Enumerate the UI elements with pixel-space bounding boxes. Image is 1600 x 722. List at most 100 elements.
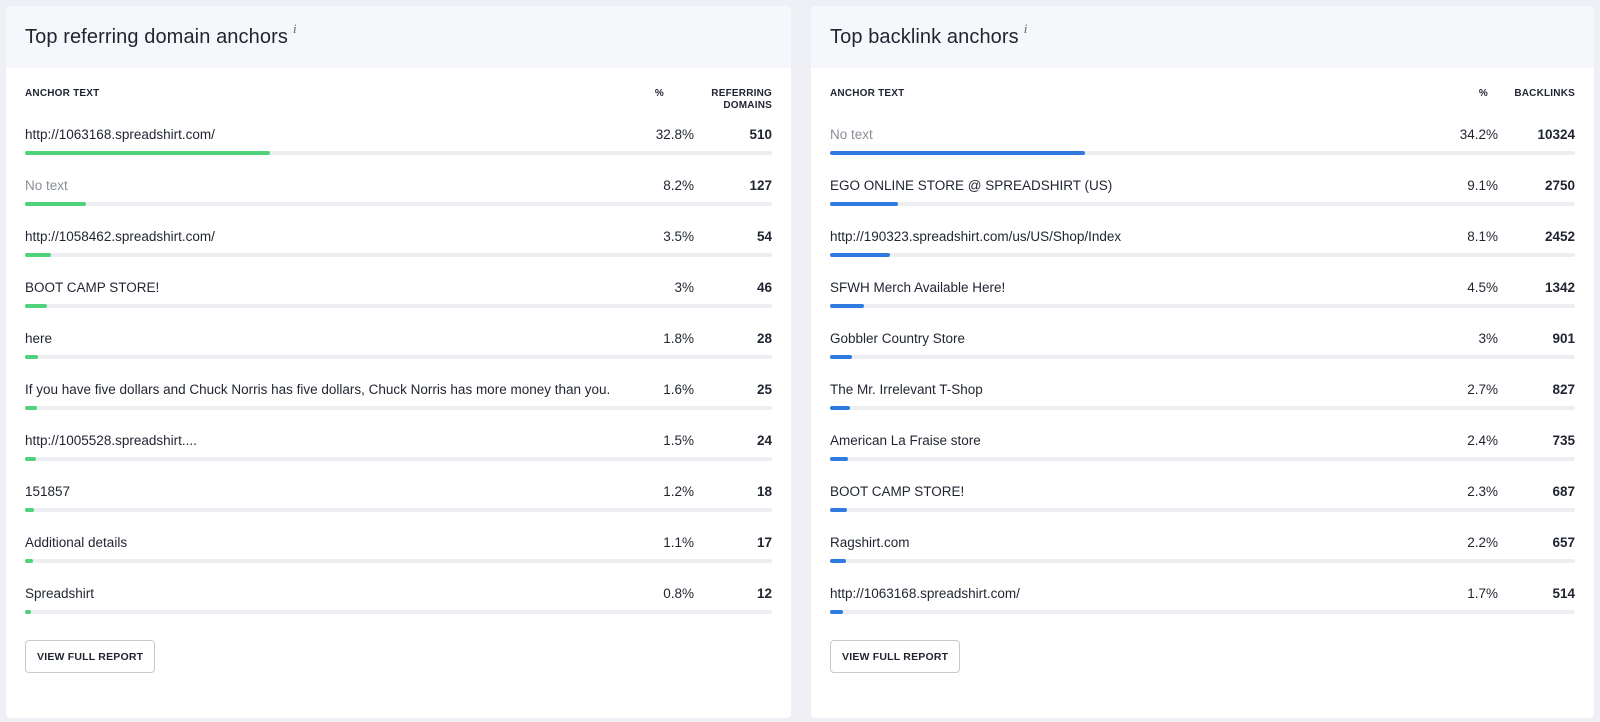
anchor-text[interactable]: If you have five dollars and Chuck Norri…: [25, 382, 611, 397]
info-icon[interactable]: i: [292, 21, 297, 36]
table-header: ANCHOR TEXT % REFERRING DOMAINS: [25, 88, 772, 118]
column-header-referring-domains[interactable]: REFERRING DOMAINS: [711, 88, 772, 112]
share-bar-fill: [25, 151, 271, 155]
column-header-percent[interactable]: %: [1478, 88, 1488, 99]
count-value[interactable]: 24: [756, 433, 772, 448]
anchor-text[interactable]: Spreadshirt: [25, 586, 95, 601]
anchor-text[interactable]: here: [25, 331, 53, 346]
count-value[interactable]: 2452: [1544, 229, 1575, 244]
anchor-text[interactable]: BOOT CAMP STORE!: [830, 484, 965, 499]
percent-value: 2.4%: [1467, 433, 1498, 448]
share-bar-fill: [830, 151, 1085, 155]
table-row: SFWH Merch Available Here! 4.5% 1342: [830, 276, 1575, 327]
share-bar-fill: [830, 559, 847, 563]
anchor-text[interactable]: The Mr. Irrelevant T-Shop: [830, 382, 983, 397]
share-bar-track: [25, 457, 772, 461]
share-bar-fill: [830, 304, 864, 308]
percent-value: 3%: [674, 280, 694, 295]
count-value[interactable]: 54: [756, 229, 772, 244]
count-value[interactable]: 25: [756, 382, 772, 397]
count-value[interactable]: 2750: [1544, 178, 1575, 193]
count-value[interactable]: 510: [749, 127, 772, 142]
count-value[interactable]: 735: [1552, 433, 1575, 448]
share-bar-fill: [25, 355, 39, 359]
column-header-backlinks[interactable]: BACKLINKS: [1514, 88, 1575, 99]
share-bar-track: [830, 151, 1575, 155]
column-header-label-line1: REFERRING: [711, 88, 772, 99]
share-bar-fill: [830, 457, 848, 461]
anchor-text[interactable]: BOOT CAMP STORE!: [25, 280, 160, 295]
share-bar-track: [25, 559, 772, 563]
column-header-percent[interactable]: %: [654, 88, 664, 99]
count-value[interactable]: 1342: [1544, 280, 1575, 295]
percent-value: 3%: [1478, 331, 1498, 346]
count-value[interactable]: 28: [756, 331, 772, 346]
panel-header: Top referring domain anchors i: [6, 6, 791, 68]
anchor-text[interactable]: http://1005528.spreadshirt....: [25, 433, 197, 448]
percent-value: 2.7%: [1467, 382, 1498, 397]
count-value[interactable]: 657: [1552, 535, 1575, 550]
column-header-label-line2: DOMAINS: [723, 100, 772, 111]
table-row: No text 8.2% 127: [25, 174, 772, 225]
percent-value: 1.8%: [663, 331, 694, 346]
count-value[interactable]: 12: [756, 586, 772, 601]
info-icon[interactable]: i: [1023, 21, 1028, 36]
anchor-text[interactable]: http://1063168.spreadshirt.com/: [25, 127, 215, 142]
view-full-report-button[interactable]: VIEW FULL REPORT: [25, 640, 156, 673]
anchor-text[interactable]: Additional details: [25, 535, 128, 550]
percent-value: 1.1%: [663, 535, 694, 550]
share-bar-fill: [25, 202, 87, 206]
column-header-anchor-text[interactable]: ANCHOR TEXT: [830, 88, 905, 99]
share-bar-fill: [830, 406, 851, 410]
table-row: http://1063168.spreadshirt.com/1.7% 514: [830, 582, 1575, 633]
count-value[interactable]: 687: [1552, 484, 1575, 499]
percent-value: 0.8%: [663, 586, 694, 601]
share-bar-fill: [830, 355, 853, 359]
share-bar-track: [25, 202, 772, 206]
anchor-text[interactable]: http://1063168.spreadshirt.com/: [830, 586, 1020, 601]
share-bar-fill: [25, 508, 34, 512]
share-bar-fill: [25, 457, 37, 461]
panel-title: Top referring domain anchors: [25, 25, 288, 48]
count-value[interactable]: 827: [1552, 382, 1575, 397]
table-row: Spreadshirt 0.8% 12: [25, 582, 772, 633]
share-bar-track: [25, 610, 772, 614]
share-bar-track: [25, 304, 772, 308]
anchor-text[interactable]: Gobbler Country Store: [830, 331, 966, 346]
table-row: BOOT CAMP STORE! 2.3% 687: [830, 480, 1575, 531]
anchor-text[interactable]: 151857: [25, 484, 71, 499]
anchor-text[interactable]: http://1058462.spreadshirt.com/: [25, 229, 215, 244]
anchor-text[interactable]: SFWH Merch Available Here!: [830, 280, 1006, 295]
count-value[interactable]: 901: [1552, 331, 1575, 346]
share-bar-fill: [830, 202, 898, 206]
percent-value: 8.2%: [663, 178, 694, 193]
count-value[interactable]: 18: [756, 484, 772, 499]
anchor-text[interactable]: American La Fraise store: [830, 433, 981, 448]
count-value[interactable]: 10324: [1537, 127, 1575, 142]
share-bar-fill: [830, 253, 891, 257]
anchor-text[interactable]: http://190323.spreadshirt.com/us/US/Shop…: [830, 229, 1122, 244]
count-value[interactable]: 17: [756, 535, 772, 550]
share-bar-track: [830, 406, 1575, 410]
count-value[interactable]: 46: [756, 280, 772, 295]
percent-value: 1.5%: [663, 433, 694, 448]
anchor-text[interactable]: Ragshirt.com: [830, 535, 910, 550]
table-row: http://1058462.spreadshirt.com/3.5% 54: [25, 225, 772, 276]
anchor-text[interactable]: EGO ONLINE STORE @ SPREADSHIRT (US): [830, 178, 1113, 193]
percent-value: 3.5%: [663, 229, 694, 244]
table-header: ANCHOR TEXT % BACKLINKS: [830, 88, 1575, 118]
backlink-anchors-panel: Top backlink anchors i ANCHOR TEXT % BAC…: [811, 6, 1594, 718]
column-header-anchor-text[interactable]: ANCHOR TEXT: [25, 88, 100, 99]
table-row: 151857 1.2% 18: [25, 480, 772, 531]
table-row: If you have five dollars and Chuck Norri…: [25, 378, 772, 429]
table-row: http://1063168.spreadshirt.com/32.8% 510: [25, 123, 772, 174]
view-full-report-button[interactable]: VIEW FULL REPORT: [830, 640, 961, 673]
referring-domain-anchors-panel: Top referring domain anchors i ANCHOR TE…: [6, 6, 791, 718]
percent-value: 2.3%: [1467, 484, 1498, 499]
table-row: http://1005528.spreadshirt.... 1.5% 24: [25, 429, 772, 480]
share-bar-track: [25, 508, 772, 512]
share-bar-track: [830, 253, 1575, 257]
anchor-text: No text: [25, 178, 68, 193]
count-value[interactable]: 127: [749, 178, 772, 193]
count-value[interactable]: 514: [1552, 586, 1575, 601]
